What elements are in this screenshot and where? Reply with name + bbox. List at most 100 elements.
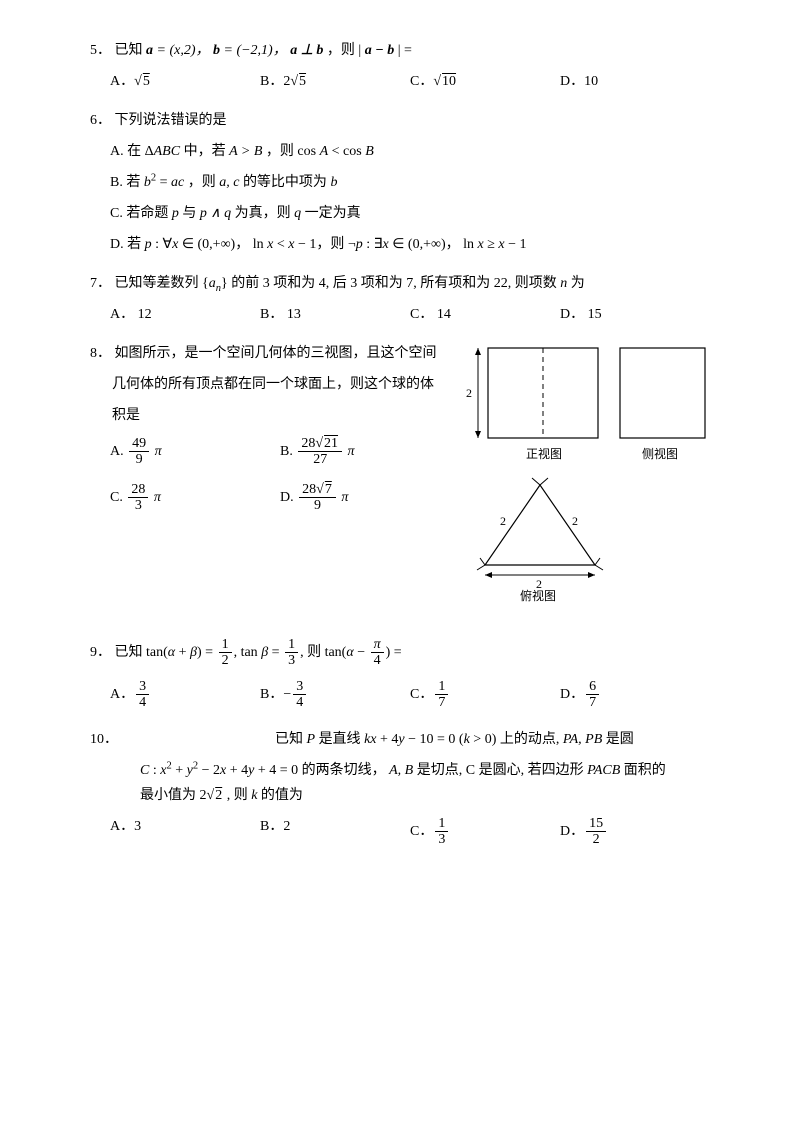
- q8-diagrams: 2 正视图 侧视图 2 2 2 俯视图: [450, 343, 710, 607]
- q7-optA: A． 12: [110, 304, 260, 325]
- q8B-ns: 21: [323, 436, 339, 451]
- q8D-d: 9: [299, 498, 336, 513]
- q7-an: a: [209, 276, 216, 291]
- q9-plus: +: [175, 645, 190, 660]
- q9-eq1: ) =: [197, 645, 217, 660]
- q5-end: | =: [398, 43, 412, 58]
- q8D-ns: 7: [324, 482, 333, 497]
- q8C-n: 28: [128, 482, 148, 498]
- q10-l1end2: 是圆: [602, 732, 634, 747]
- q6D-in2: ∈ (0,+∞)， ln: [389, 237, 478, 252]
- q10-line2: C : x2 + y2 − 2x + 4y + 4 = 0 的两条切线， A, …: [140, 760, 710, 781]
- q10C-l: C．: [410, 824, 433, 839]
- q8-optA: A. 499 π: [110, 436, 280, 468]
- q8-l1: 如图所示，是一个空间几何体的三视图，且这个空间: [115, 346, 437, 361]
- q6C-true: 为真，则: [231, 206, 294, 221]
- q10D-n: 15: [586, 816, 606, 832]
- q5-optB: B．2√5: [260, 71, 410, 92]
- q8A-l: A.: [110, 444, 127, 459]
- q10-PACB: PACB: [587, 763, 620, 778]
- top-dim-r: 2: [572, 514, 578, 528]
- question-9: 9． 已知 tan(α + β) = 12, tan β = 13, 则 tan…: [90, 637, 710, 711]
- q6D-c1: : ∀: [152, 237, 172, 252]
- q7-optC: C． 14: [410, 304, 560, 325]
- q9-eq2: =: [268, 645, 283, 660]
- q9A-l: A．: [110, 687, 134, 702]
- q5-ab: a − b: [365, 43, 394, 58]
- q8B-l: B.: [280, 444, 296, 459]
- q9-b: β: [190, 645, 197, 660]
- q9-comma: , tan: [234, 645, 262, 660]
- q9-end: ) =: [386, 645, 402, 660]
- q9-optD: D．67: [560, 679, 710, 711]
- top-label: 俯视图: [520, 588, 556, 603]
- q9-pid: 4: [371, 653, 384, 668]
- q8D-l: D.: [280, 490, 297, 505]
- q6-num: 6．: [90, 113, 111, 128]
- q6D-lt: <: [273, 237, 288, 252]
- q6A-cond: A > B: [229, 144, 262, 159]
- q5-optD: D．10: [560, 71, 710, 92]
- q10-optA: A．3: [110, 816, 260, 848]
- q6A-b: B: [365, 144, 374, 159]
- q6A-lt: < cos: [328, 144, 365, 159]
- q9A-n: 3: [136, 679, 149, 695]
- q9-f2d: 3: [285, 653, 298, 668]
- q10-C: C: [140, 763, 149, 778]
- q10-p2: + 4: [226, 763, 248, 778]
- q9D-d: 7: [586, 695, 599, 710]
- q10-e4: 面积的: [620, 763, 666, 778]
- q9-pre: 已知 tan(: [115, 645, 168, 660]
- q6-optA: A. 在 ΔABC 中，若 A > B ，则 cos A < cos B: [110, 141, 710, 162]
- q6B-pre: B. 若: [110, 175, 144, 190]
- q5-optC: C．√10: [410, 71, 560, 92]
- q6-optD: D. 若 p : ∀x ∈ (0,+∞)， ln x < x − 1，则 ¬p …: [110, 234, 710, 255]
- q10-e1: − 2: [198, 763, 220, 778]
- q9B-d: 4: [293, 695, 306, 710]
- q8-left: 8． 如图所示，是一个空间几何体的三视图，且这个空间 几何体的所有顶点都在同一个…: [90, 343, 450, 528]
- q5-C-sqrt: 10: [441, 74, 457, 89]
- front-label: 正视图: [526, 446, 562, 461]
- top-view: 2 2 2 俯视图: [460, 470, 640, 600]
- q7-optD: D． 15: [560, 304, 710, 325]
- q7-mid: } 的前 3 项和为 4, 后 3 项和为 7, 所有项和为 22, 则项数: [221, 276, 560, 291]
- q10-l1end: > 0) 上的动点,: [470, 732, 563, 747]
- q9-minus: −: [354, 645, 369, 660]
- q10-options: A．3 B．2 C．13 D．152: [110, 816, 710, 848]
- q9-f2n: 1: [285, 637, 298, 653]
- q10-sqrt: 2: [214, 788, 223, 803]
- question-10: 10． 已知 P 是直线 kx + 4y − 10 = 0 (k > 0) 上的…: [90, 729, 710, 848]
- q8A-n: 49: [129, 436, 149, 452]
- q10-l1e2: − 10 = 0 (: [405, 732, 464, 747]
- q10-e2: + 4 = 0 的两条切线，: [254, 763, 389, 778]
- q6D-in: ∈ (0,+∞)， ln: [178, 237, 267, 252]
- q5-num: 5．: [90, 43, 111, 58]
- q8A-pi: π: [155, 444, 162, 459]
- q6D-ge: ≥: [484, 237, 499, 252]
- q10D-d: 2: [586, 832, 606, 847]
- q10-l3m: , 则: [223, 788, 251, 803]
- q10-P: P: [307, 732, 316, 747]
- q10-optC: C．13: [410, 816, 560, 848]
- q9-a2: α: [346, 645, 353, 660]
- question-7: 7． 已知等差数列 {an} 的前 3 项和为 4, 后 3 项和为 7, 所有…: [90, 273, 710, 325]
- q9-f1n: 1: [219, 637, 232, 653]
- q10-l3p: 最小值为 2: [140, 788, 207, 803]
- q5-perp: a ⊥ b: [290, 43, 323, 58]
- q5-stem: 5． 已知 a = (x,2)， b = (−2,1)， a ⊥ b ，则 | …: [90, 40, 710, 61]
- q6D-p: p: [145, 237, 152, 252]
- q10-PA: PA, PB: [563, 732, 602, 747]
- q9-stem: 9． 已知 tan(α + β) = 12, tan β = 13, 则 tan…: [90, 637, 710, 669]
- q8D-n: 28: [302, 482, 316, 497]
- q8-stem: 8． 如图所示，是一个空间几何体的三视图，且这个空间: [90, 343, 450, 364]
- side-label: 侧视图: [642, 446, 678, 461]
- q10-kx: kx: [364, 732, 376, 747]
- q10D-l: D．: [560, 824, 584, 839]
- top-dim-l: 2: [500, 514, 506, 528]
- q6-stem: 6． 下列说法错误的是: [90, 110, 710, 131]
- q5-bval: = (−2,1)，: [224, 43, 287, 58]
- q6C-pq: p ∧ q: [200, 206, 231, 221]
- q5-A-label: A．: [110, 74, 134, 89]
- q6B-b2: b: [330, 175, 337, 190]
- q6A-a: A: [320, 144, 329, 159]
